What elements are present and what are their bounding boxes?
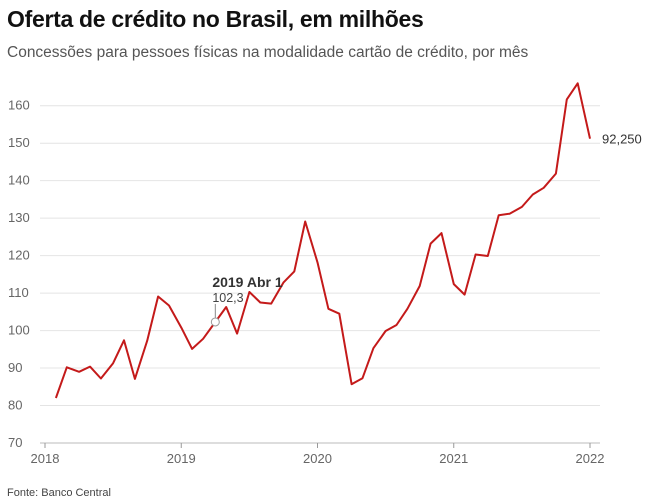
annotation-value: 102,3: [212, 291, 243, 305]
source-note: Fonte: Banco Central: [7, 487, 111, 499]
y-tick-label: 120: [8, 248, 30, 263]
hover-annotation: 2019 Abr 1 102,3: [210, 274, 283, 327]
annotation-marker: [210, 317, 220, 327]
y-tick-label: 90: [8, 360, 22, 375]
x-axis: 2018 2019 2020 2021 2022: [31, 443, 605, 466]
grid-lines: [40, 105, 600, 444]
series-line[interactable]: [54, 82, 591, 399]
chart-title: Oferta de crédito no Brasil, em milhões: [7, 6, 424, 32]
y-tick-label: 100: [8, 323, 30, 338]
x-tick-label: 2018: [31, 451, 60, 466]
y-tick-label: 130: [8, 210, 30, 225]
x-tick-label: 2022: [576, 451, 605, 466]
x-tick-label: 2021: [439, 451, 468, 466]
x-tick-label: 2019: [167, 451, 196, 466]
x-tick-label: 2020: [303, 451, 332, 466]
y-tick-label: 110: [8, 285, 29, 300]
y-tick-label: 140: [8, 173, 30, 188]
series-end-label: 92,250: [602, 132, 642, 147]
y-axis: 70 80 90 100 110 120 130 140 150 160: [8, 98, 30, 450]
y-tick-label: 160: [8, 98, 30, 113]
y-tick-label: 80: [8, 398, 22, 413]
y-tick-label: 70: [8, 435, 22, 450]
annotation-date: 2019 Abr 1: [212, 274, 283, 290]
chart-subtitle: Concessões para pessoes físicas na modal…: [7, 44, 529, 61]
y-tick-label: 150: [8, 135, 30, 150]
